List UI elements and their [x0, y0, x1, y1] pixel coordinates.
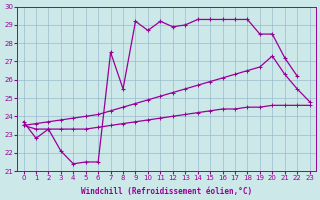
X-axis label: Windchill (Refroidissement éolien,°C): Windchill (Refroidissement éolien,°C): [81, 187, 252, 196]
